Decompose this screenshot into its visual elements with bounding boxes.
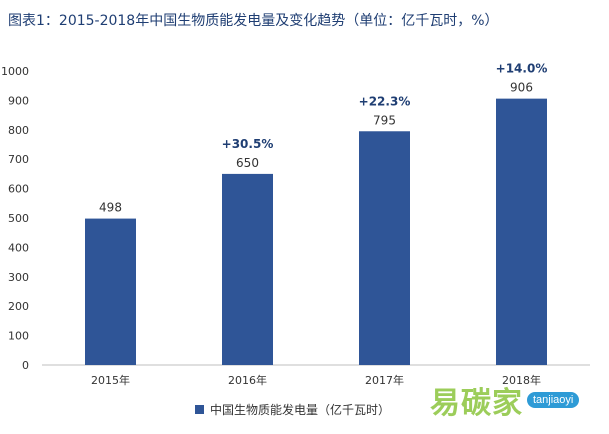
bar-value-label: 650 xyxy=(236,156,259,170)
y-tick-label: 300 xyxy=(8,271,29,284)
y-tick-label: 500 xyxy=(8,212,29,225)
y-tick-label: 600 xyxy=(8,183,29,196)
bar-2015年 xyxy=(85,218,136,365)
growth-rate-label: +22.3% xyxy=(359,94,411,108)
y-tick-label: 200 xyxy=(8,300,29,313)
x-tick-label: 2015年 xyxy=(91,373,130,387)
growth-rate-label: +14.0% xyxy=(496,62,548,76)
y-tick-label: 0 xyxy=(22,359,29,372)
x-tick-label: 2017年 xyxy=(365,373,404,387)
y-tick-label: 1000 xyxy=(1,65,29,78)
watermark-logo: 易碳家 tanjiaoyi xyxy=(430,378,580,422)
bar-2016年 xyxy=(222,173,273,365)
bar-value-label: 906 xyxy=(510,81,533,95)
bar-value-label: 498 xyxy=(99,201,122,215)
y-tick-label: 800 xyxy=(8,124,29,137)
chart-title: 图表1：2015-2018年中国生物质能发电量及变化趋势（单位：亿千瓦时，%） xyxy=(8,13,499,29)
y-tick-label: 100 xyxy=(8,330,29,343)
watermark-site: tanjiaoyi xyxy=(527,392,580,408)
chart-legend: 中国生物质能发电量（亿千瓦时） xyxy=(195,401,390,418)
bar-2018年 xyxy=(496,98,547,366)
y-tick-label: 900 xyxy=(8,94,29,107)
y-tick-label: 700 xyxy=(8,153,29,166)
bar-value-label: 795 xyxy=(373,113,396,127)
y-tick-label: 400 xyxy=(8,241,29,254)
x-tick-label: 2016年 xyxy=(228,373,267,387)
x-tick-label: 2018年 xyxy=(502,373,541,387)
legend-swatch xyxy=(195,405,204,414)
watermark-text: 易碳家 xyxy=(430,386,523,421)
legend-label: 中国生物质能发电量（亿千瓦时） xyxy=(210,403,391,417)
bar-2017年 xyxy=(359,131,410,365)
growth-rate-label: +30.5% xyxy=(222,137,274,151)
